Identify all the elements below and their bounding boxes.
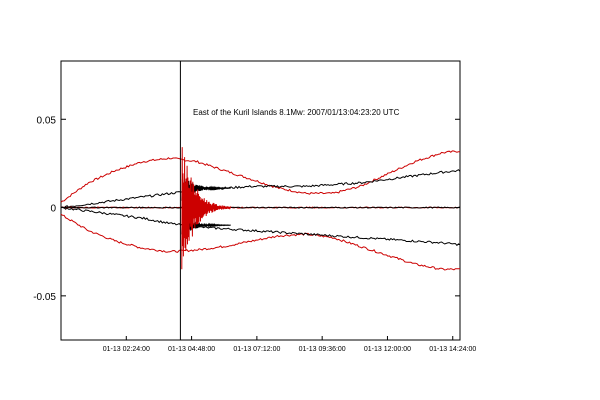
y-tick-label: 0.05 <box>37 115 57 126</box>
series-line-3 <box>61 169 461 209</box>
x-tick-label: 01-13 02:24:00 <box>103 346 150 353</box>
plot-frame <box>60 60 461 341</box>
x-tick-label: 01-13 14:24:00 <box>429 346 476 353</box>
x-tick-label: 01-13 09:36:00 <box>299 346 346 353</box>
x-axis-ticks: 01-13 02:24:00 01-13 04:48:00 01-13 07:12:… <box>103 336 476 353</box>
x-tick-label: 01-13 04:48:00 <box>168 346 215 353</box>
x-tick-label: 01-13 12:00:00 <box>364 346 411 353</box>
series-line-2 <box>60 213 461 271</box>
y-tick-label: -0.05 <box>33 292 56 303</box>
x-tick-label: 01-13 07:12:00 <box>233 346 280 353</box>
quake-burst-red <box>181 147 232 270</box>
series-layer <box>60 150 461 271</box>
series-line-1 <box>60 150 460 203</box>
series-line-4 <box>60 206 461 247</box>
y-tick-label: 0 <box>50 204 56 215</box>
quake-burst-layer <box>181 147 232 270</box>
series-line-6 <box>60 206 461 209</box>
quake-burst-black-lower <box>181 215 231 235</box>
event-annotation: East of the Kuril Islands 8.1Mw: 2007/01… <box>193 108 400 117</box>
y-axis-ticks: -0.05 0 0.05 <box>33 115 460 303</box>
